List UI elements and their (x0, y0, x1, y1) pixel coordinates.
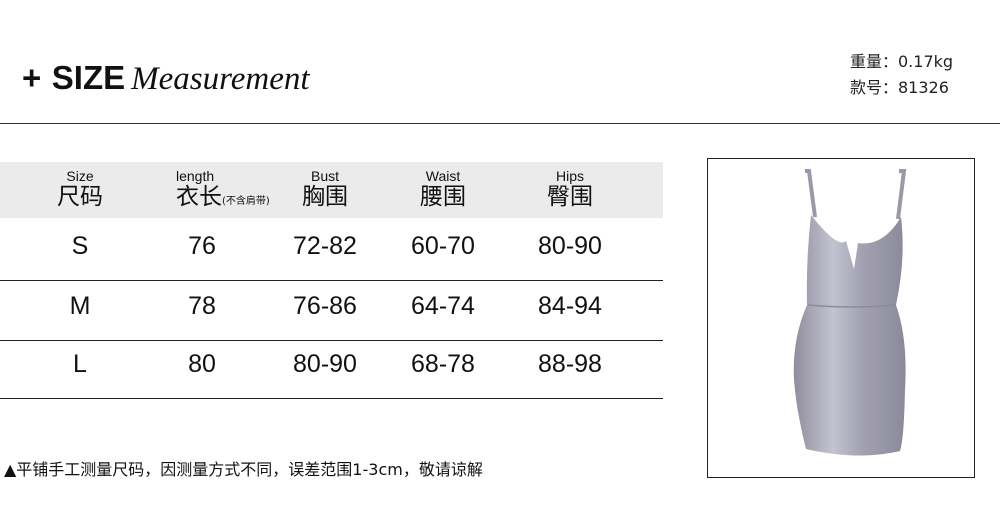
table-cell: 76-86 (293, 292, 357, 320)
table-cell: 78 (188, 292, 216, 320)
table-header (0, 162, 663, 218)
column-header-size: Size 尺码 (57, 168, 103, 210)
weight-label: 重量：0.17kg (850, 52, 954, 71)
table-cell: L (73, 350, 87, 378)
column-header-bust: Bust 胸围 (302, 168, 348, 210)
item-number-label: 款号：81326 (850, 78, 949, 97)
column-header-hips: Hips 臀围 (547, 168, 593, 210)
title-size: SIZE (51, 59, 126, 96)
table-cell: M (69, 292, 91, 320)
column-header-length: length 衣长(不含肩带) (176, 168, 270, 210)
table-cell: 84-94 (538, 292, 602, 320)
page-title: + SIZE Measurement (22, 58, 310, 98)
row-divider (0, 340, 663, 341)
table-cell: 88-98 (538, 350, 602, 378)
table-cell: 80 (188, 350, 216, 378)
column-header-waist: Waist 腰围 (420, 168, 466, 210)
table-cell: 68-78 (411, 350, 475, 378)
table-cell: S (71, 232, 89, 260)
table-cell: 64-74 (411, 292, 475, 320)
row-divider (0, 398, 663, 399)
divider (0, 123, 1000, 124)
title-measurement: Measurement (131, 61, 310, 97)
measurement-note: ▲平铺手工测量尺码，因测量方式不同，误差范围1-3cm，敬请谅解 (4, 460, 483, 479)
table-cell: 60-70 (411, 232, 475, 260)
table-cell: 72-82 (293, 232, 357, 260)
dress-image (793, 169, 907, 456)
product-photo (707, 158, 975, 478)
table-cell: 76 (188, 232, 216, 260)
plus-mark: + (22, 59, 42, 96)
row-divider (0, 280, 663, 281)
table-cell: 80-90 (538, 232, 602, 260)
table-cell: 80-90 (293, 350, 357, 378)
